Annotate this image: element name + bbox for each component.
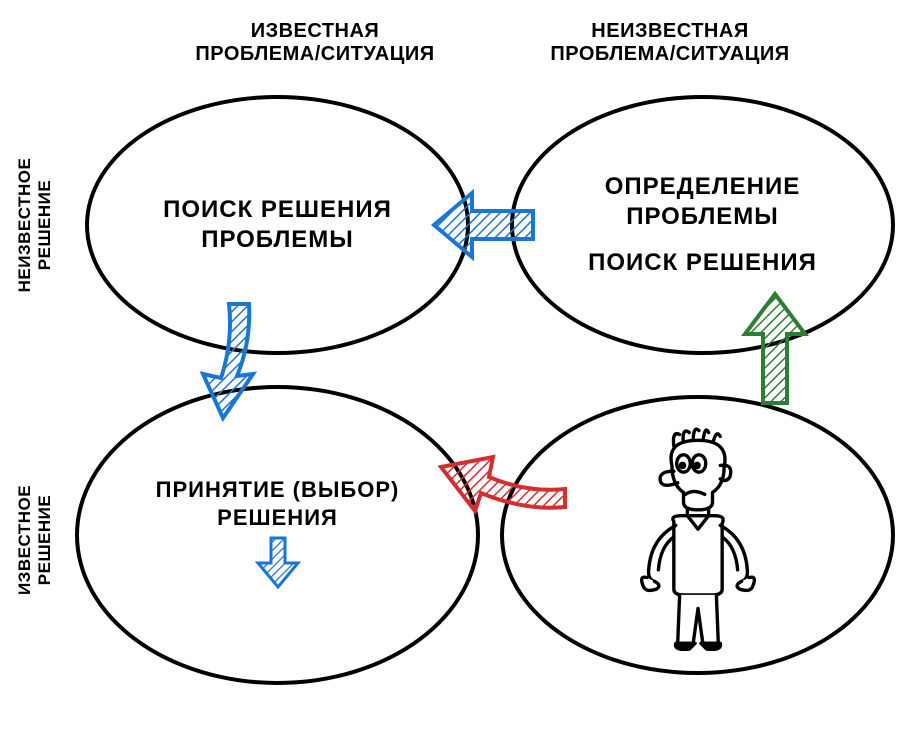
bubble-bl-g1-line1: ПРИНЯТИЕ (ВЫБОР) <box>156 476 400 504</box>
col-header-left: ИЗВЕСТНАЯ ПРОБЛЕМА/СИТУАЦИЯ <box>190 20 440 66</box>
col-header-right-line1: НЕИЗВЕСТНАЯ <box>535 20 805 43</box>
bubble-tl-line2: ПРОБЛЕМЫ <box>201 225 354 255</box>
row-label-bottom-line2: РЕШЕНИЕ <box>35 450 55 630</box>
arrow-br-to-tr <box>735 288 815 408</box>
bubble-bottom-left: ПРИНЯТИЕ (ВЫБОР) РЕШЕНИЯ <box>75 385 480 685</box>
person-icon <box>613 419 783 651</box>
col-header-left-line2: ПРОБЛЕМА/СИТУАЦИЯ <box>190 43 440 66</box>
row-label-top-line1: НЕИЗВЕСТНОЕ <box>15 135 35 315</box>
bubble-tr-g2-line1: ПОИСК РЕШЕНИЯ <box>588 248 817 278</box>
bubble-tr-g1-line2: ПРОБЛЕМЫ <box>626 202 779 232</box>
bubble-tl-line1: ПОИСК РЕШЕНИЯ <box>163 195 392 225</box>
row-label-bottom-line1: ИЗВЕСТНОЕ <box>15 450 35 630</box>
col-header-right-line2: ПРОБЛЕМА/СИТУАЦИЯ <box>535 43 805 66</box>
arrow-bl-internal <box>253 535 303 590</box>
bubble-bl-g1-line2: РЕШЕНИЯ <box>217 504 338 532</box>
col-header-left-line1: ИЗВЕСТНАЯ <box>190 20 440 43</box>
row-label-top: НЕИЗВЕСТНОЕ РЕШЕНИЕ <box>15 135 55 315</box>
arrow-br-to-bl <box>435 435 570 525</box>
bubble-tr-g1-line1: ОПРЕДЕЛЕНИЕ <box>605 172 800 202</box>
col-header-right: НЕИЗВЕСТНАЯ ПРОБЛЕМА/СИТУАЦИЯ <box>535 20 805 66</box>
row-label-top-line2: РЕШЕНИЕ <box>35 135 55 315</box>
arrow-tl-to-bl <box>195 298 285 423</box>
bubble-top-right: ОПРЕДЕЛЕНИЕ ПРОБЛЕМЫ ПОИСК РЕШЕНИЯ <box>510 95 895 355</box>
row-label-bottom: ИЗВЕСТНОЕ РЕШЕНИЕ <box>15 450 55 630</box>
arrow-tr-to-tl <box>428 185 538 265</box>
